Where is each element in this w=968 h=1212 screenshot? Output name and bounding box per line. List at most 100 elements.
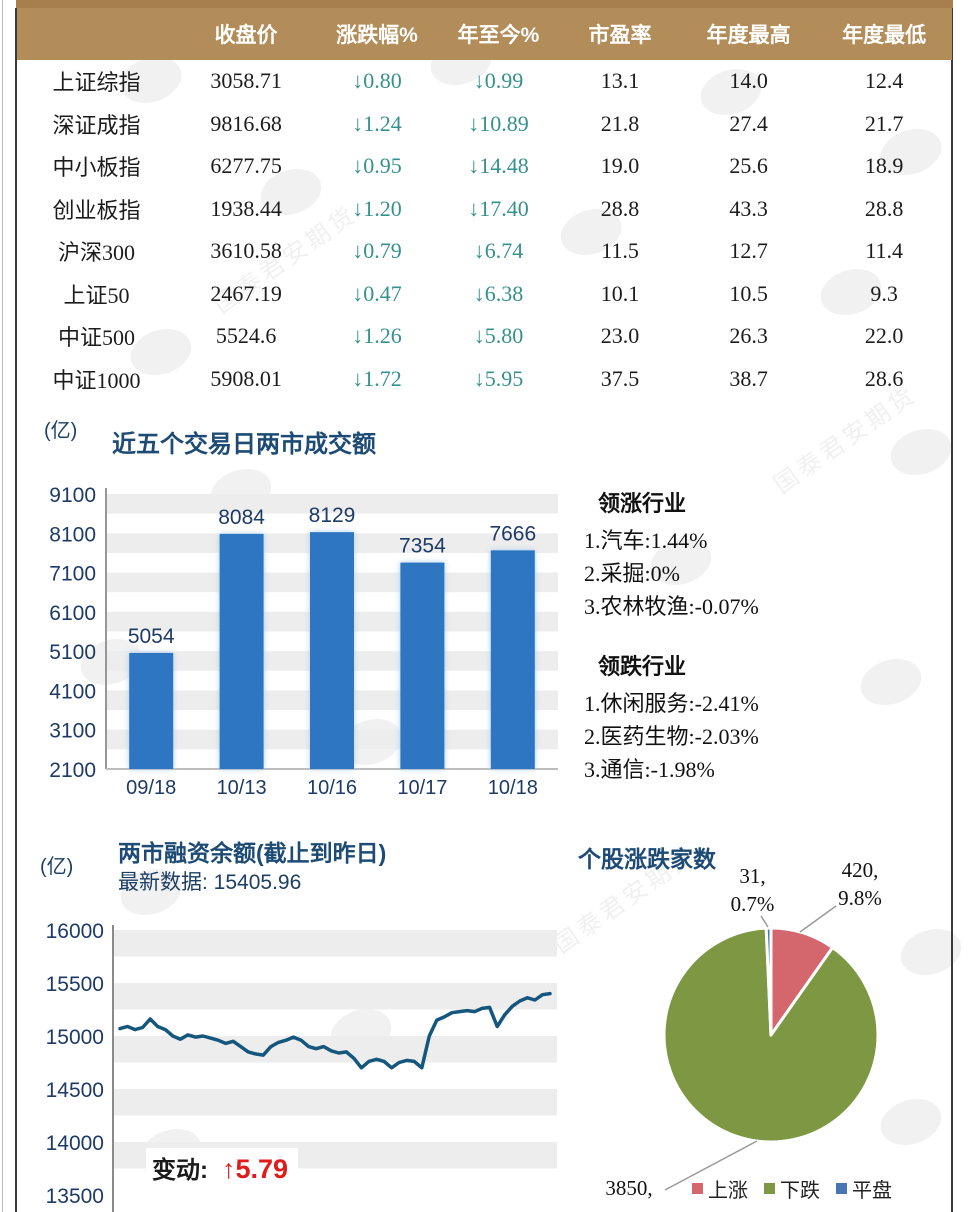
y-axis-tick: 15000 <box>46 1026 104 1049</box>
x-axis-date-label: 10/18 <box>488 777 538 799</box>
close-price: 9816.68 <box>210 110 282 136</box>
lagging-industry-item: 1.休闲服务:-2.41% <box>584 691 759 716</box>
close-price: 2467.19 <box>210 280 282 306</box>
index-name: 上证综指 <box>52 70 141 96</box>
bar-value-label: 8129 <box>309 504 356 527</box>
pie-label-flat: 31, 0.7% <box>715 862 790 918</box>
y-axis-tick: 15500 <box>46 973 104 996</box>
y-axis-tick: 13500 <box>46 1185 104 1208</box>
pie-legend: 上涨 下跌 平盘 <box>692 1174 892 1203</box>
pie-label-down-count: 3850, <box>605 1176 653 1200</box>
pe-ratio: 21.8 <box>600 110 640 136</box>
pie-label-up: 420, 9.8% <box>818 856 902 912</box>
table-row: 沪深300 3610.58 ↓0.79 ↓6.74 11.5 12.7 11.4 <box>17 230 952 273</box>
advance-decline-pie-chart <box>662 905 880 1191</box>
table-left-border <box>15 8 17 1212</box>
change-pct: ↓0.79 <box>352 238 402 264</box>
leading-industry-item: 2.采掘:0% <box>584 561 680 586</box>
leading-industry-item: 1.汽车:1.44% <box>584 528 708 553</box>
year-low: 22.0 <box>864 323 904 349</box>
grid-band <box>113 930 557 957</box>
volume-chart-title: 近五个交易日两市成交额 <box>112 431 376 458</box>
year-low: 28.6 <box>864 365 904 391</box>
legend-item-上涨: 上涨 <box>692 1174 748 1203</box>
ytd-pct: ↓6.38 <box>473 280 524 306</box>
pe-ratio: 13.1 <box>600 68 640 94</box>
lagging-industry-item: 3.通信:-1.98% <box>584 757 715 782</box>
change-pct: ↓1.24 <box>352 110 402 136</box>
lagging-industry-item: 2.医药生物:-2.03% <box>584 724 759 749</box>
year-low: 12.4 <box>864 68 904 94</box>
legend-label: 下跌 <box>780 1180 820 1202</box>
ytd-pct: ↓10.89 <box>468 110 529 136</box>
legend-label: 平盘 <box>852 1180 892 1202</box>
close-price: 1938.44 <box>210 195 282 221</box>
x-axis-date-label: 09/18 <box>126 777 176 799</box>
volume-unit-label: (亿) <box>44 420 78 442</box>
margin-change-box: 变动: ↑5.79 <box>146 1148 299 1187</box>
pie-label-down: 3850, <box>594 1174 664 1202</box>
volume-bar-chart: 2100 3100 4100 5100 6100 7100 8100 9100 5054 09/1… <box>49 484 558 799</box>
volume-bar <box>219 533 264 769</box>
table-row: 上证50 2467.19 ↓0.47 ↓6.38 10.1 10.5 9.3 <box>17 273 952 316</box>
index-name: 中小板指 <box>52 155 141 181</box>
margin-unit-label: (亿) <box>40 856 74 878</box>
margin-latest-value: 最新数据: 15405.96 <box>118 871 302 894</box>
x-axis-date-label: 10/17 <box>397 777 447 799</box>
pie-label-flat-pct: 0.7% <box>730 892 775 916</box>
index-table-header: 收盘价 涨跌幅% 年至今% 市盈率 年度最高 年度最低 <box>17 8 952 60</box>
grid-band <box>113 1036 557 1063</box>
header-top-strip <box>16 0 953 8</box>
index-name: 深证成指 <box>52 112 141 138</box>
x-axis-date-label: 10/13 <box>217 777 267 799</box>
year-high: 25.6 <box>729 153 768 179</box>
y-axis-tick: 2100 <box>49 759 96 782</box>
y-axis-tick: 9100 <box>49 484 96 507</box>
leading-industries-title: 领涨行业 <box>598 491 687 516</box>
y-axis-tick: 6100 <box>49 602 96 625</box>
pe-ratio: 37.5 <box>600 365 640 391</box>
leading-industry-item: 3.农林牧渔:-0.07% <box>584 594 759 619</box>
header-cell-pe: 市盈率 <box>588 24 652 47</box>
legend-swatch <box>692 1183 703 1194</box>
y-axis-tick: 16000 <box>46 920 104 943</box>
y-axis-tick: 3100 <box>49 720 96 743</box>
ytd-pct: ↓5.80 <box>473 323 524 349</box>
close-price: 5908.01 <box>210 365 282 391</box>
watermark-oval <box>884 421 958 483</box>
table-row: 中证500 5524.6 ↓1.26 ↓5.80 23.0 26.3 22.0 <box>17 315 952 358</box>
y-axis-tick: 14500 <box>46 1079 104 1102</box>
pie-label-up-pct: 9.8% <box>838 886 882 910</box>
page-left-edge <box>2 0 3 1212</box>
pie-slice-平盘 <box>764 926 773 1037</box>
pie-chart-title: 个股涨跌家数 <box>578 846 716 872</box>
pe-ratio: 10.1 <box>600 280 640 306</box>
year-high: 12.7 <box>729 238 768 264</box>
year-high: 14.0 <box>729 68 768 94</box>
year-high: 10.5 <box>729 280 768 306</box>
pe-ratio: 11.5 <box>601 238 639 264</box>
index-name: 创业板指 <box>52 197 141 223</box>
leader-line-flat <box>760 915 769 928</box>
change-pct: ↓0.47 <box>352 280 402 306</box>
bar-value-label: 7666 <box>489 522 536 545</box>
header-cell-close: 收盘价 <box>214 24 278 47</box>
watermark-oval <box>854 651 928 713</box>
bar-value-label: 5054 <box>128 625 175 648</box>
year-low: 21.7 <box>864 110 904 136</box>
pie-label-flat-count: 31, <box>739 864 766 888</box>
volume-bar <box>400 562 445 769</box>
table-row: 中证1000 5908.01 ↓1.72 ↓5.95 37.5 38.7 28.6 <box>17 358 952 401</box>
ytd-pct: ↓17.40 <box>468 195 529 221</box>
year-high: 38.7 <box>729 365 768 391</box>
index-name: 中证500 <box>57 325 135 351</box>
volume-bar <box>310 532 354 769</box>
index-name: 中证1000 <box>52 367 141 393</box>
pe-ratio: 28.8 <box>600 195 640 221</box>
close-price: 3610.58 <box>210 238 282 264</box>
margin-balance-line <box>118 991 552 1070</box>
margin-chart-title: 两市融资余额(截止到昨日) <box>118 840 387 866</box>
y-axis-tick: 7100 <box>49 563 96 586</box>
pie-label-up-count: 420, <box>841 858 879 882</box>
ytd-pct: ↓6.74 <box>473 238 524 264</box>
